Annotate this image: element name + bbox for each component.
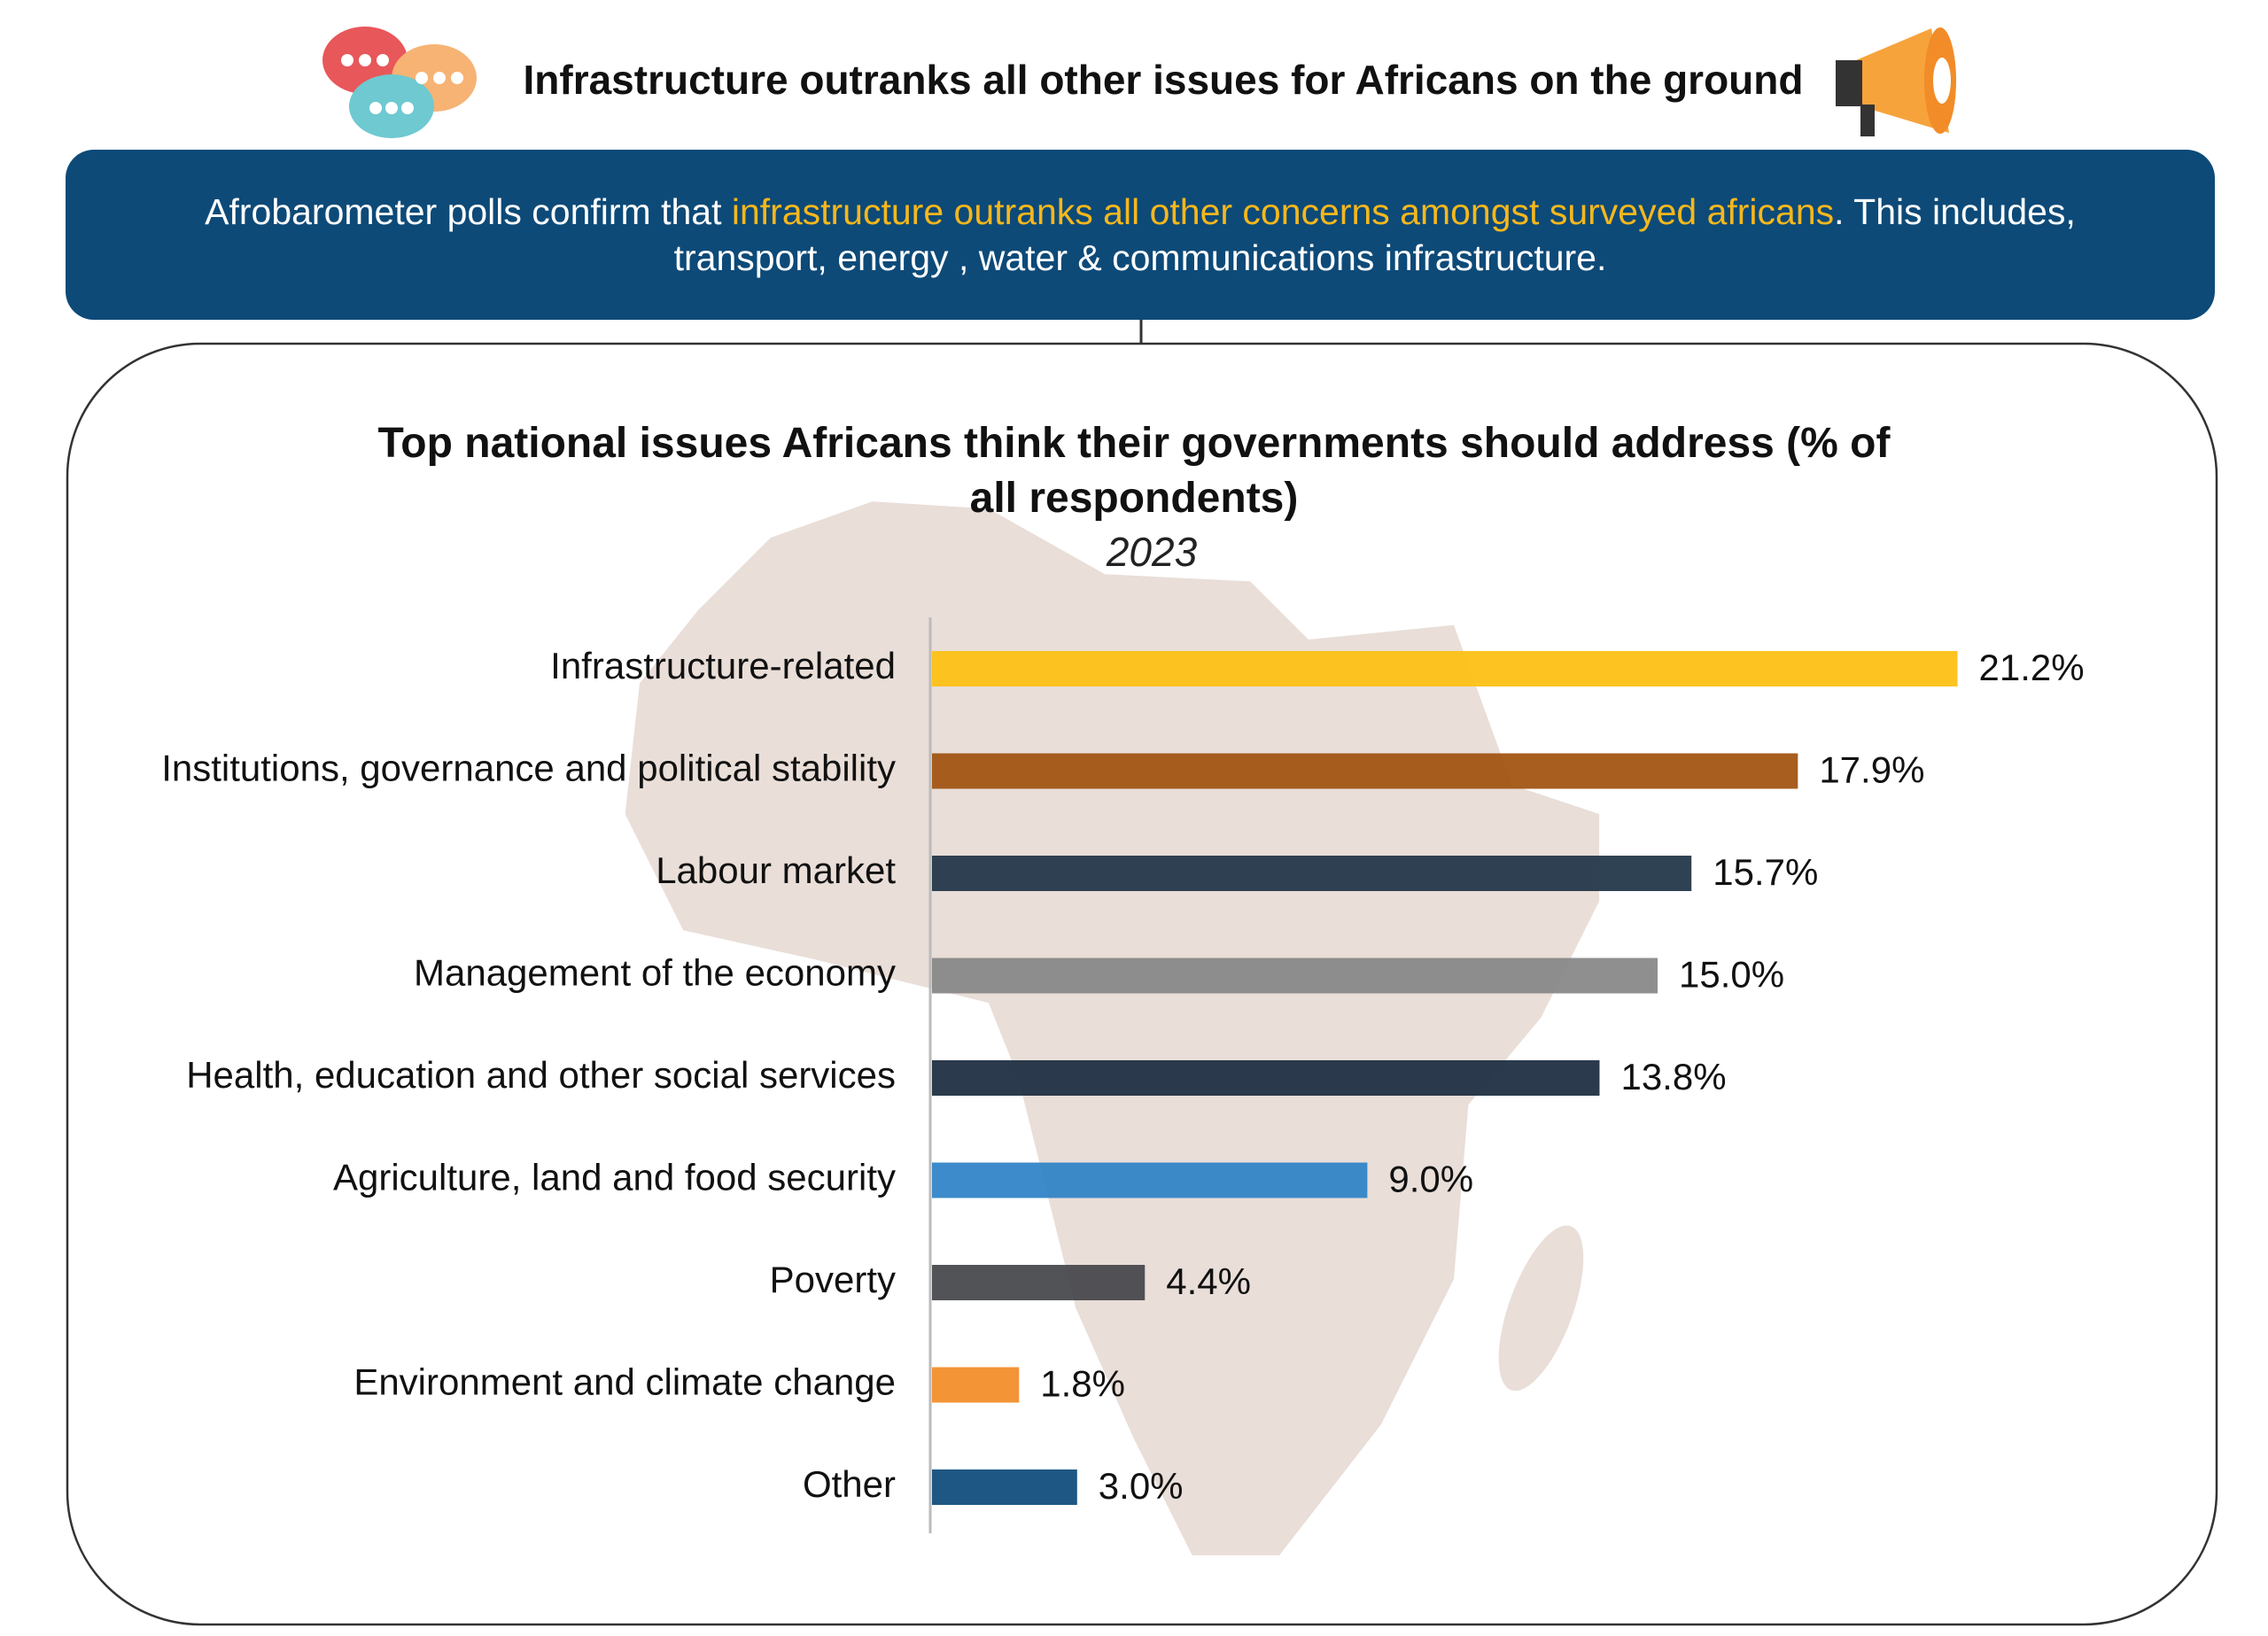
value-label: 21.2%	[1979, 647, 2085, 688]
bar	[932, 958, 1658, 994]
category-label: Agriculture, land and food security	[333, 1157, 896, 1198]
banner-text-after: . This includes, transport, energy , wat…	[673, 191, 2076, 278]
banner-text: Afrobarometer polls confirm that infrast…	[198, 189, 2082, 281]
bar	[932, 1367, 1020, 1403]
bar	[932, 1060, 1600, 1096]
value-label: 9.0%	[1388, 1159, 1473, 1200]
megaphone-icon	[1836, 27, 1956, 136]
banner: Afrobarometer polls confirm that infrast…	[66, 150, 2215, 320]
category-label: Management of the economy	[414, 952, 896, 994]
bar	[932, 1265, 1146, 1300]
chart-subtitle: 2023	[1106, 529, 1198, 575]
bar	[932, 1469, 1077, 1505]
bar	[932, 753, 1798, 789]
value-label: 17.9%	[1819, 749, 1924, 791]
category-label: Infrastructure-related	[550, 645, 896, 686]
category-label: Poverty	[770, 1259, 896, 1300]
category-label: Health, education and other social servi…	[186, 1054, 896, 1096]
value-label: 4.4%	[1166, 1260, 1251, 1302]
bar	[932, 651, 1958, 686]
bar	[932, 856, 1692, 891]
value-label: 15.0%	[1679, 954, 1784, 996]
chart: Infrastructure-related 21.2% Institutions,…	[161, 617, 2085, 1533]
category-label: Institutions, governance and political s…	[161, 748, 896, 789]
chart-title: Top national issues Africans think their…	[377, 420, 1891, 522]
category-label: Environment and climate change	[353, 1361, 896, 1403]
bar	[932, 1162, 1368, 1198]
category-label: Other	[803, 1463, 896, 1505]
header-title: Infrastructure outranks all other issues…	[524, 57, 1804, 103]
category-label: Labour market	[656, 849, 896, 891]
value-label: 15.7%	[1713, 851, 1818, 893]
banner-highlight: infrastructure outranks all other concer…	[731, 191, 1835, 232]
value-label: 3.0%	[1099, 1465, 1184, 1507]
value-label: 1.8%	[1040, 1363, 1125, 1405]
banner-text-before: Afrobarometer polls confirm that	[205, 191, 732, 232]
chat-icon	[322, 27, 477, 138]
value-label: 13.8%	[1620, 1056, 1726, 1097]
